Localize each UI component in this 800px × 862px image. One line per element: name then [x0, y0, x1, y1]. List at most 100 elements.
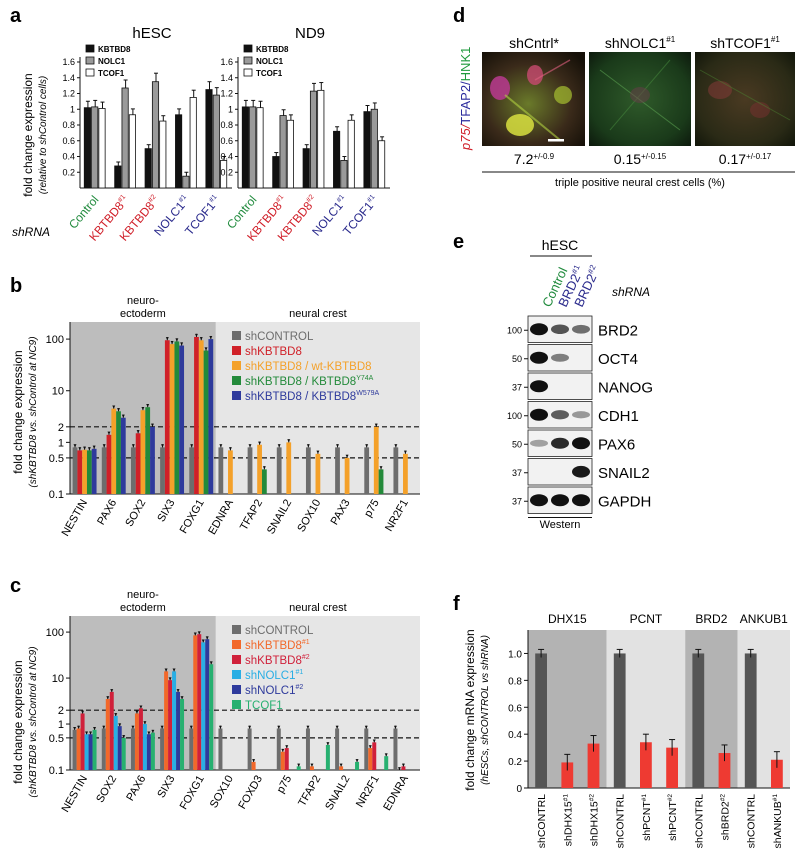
f-xlabel: shCONTRL	[536, 794, 548, 848]
a-bar	[159, 120, 167, 189]
errcap	[384, 753, 388, 757]
panel-e-header: hESC	[542, 237, 579, 253]
bar	[209, 664, 214, 770]
f-xlabel: shPCNT#2	[667, 794, 679, 841]
group-label: ANKUB1	[740, 612, 788, 626]
a-bar	[175, 114, 183, 189]
ytick-label: 100	[46, 334, 64, 346]
ytick-label: 0.5	[49, 733, 64, 745]
bar	[276, 728, 281, 770]
errcap	[201, 639, 205, 643]
western-blots: 100 BRD2 50 OCT4 37 NANOG 100 CDH1 50 PAX6 37 SNAIL…	[507, 315, 653, 518]
a-bar	[114, 165, 122, 189]
ytick-label: 1	[58, 719, 64, 731]
region1-label: neuro-	[127, 589, 159, 601]
f-bar	[744, 653, 757, 788]
a-bar	[333, 130, 341, 189]
bar	[88, 734, 93, 770]
gene-label: NESTIN	[60, 497, 91, 538]
bar	[372, 742, 377, 770]
bar	[401, 766, 406, 770]
errcap	[372, 739, 376, 743]
panel-f: f fold change mRNA expression (hESCs, sh…	[453, 593, 790, 849]
f-bar	[771, 759, 783, 788]
bar	[109, 691, 114, 770]
a-bar	[340, 160, 348, 189]
errcap	[170, 340, 174, 344]
errcap	[306, 725, 310, 729]
bar	[203, 350, 209, 494]
f-xlabel: shDHX15#2	[589, 794, 601, 847]
a-bar	[212, 94, 220, 189]
errcap	[117, 408, 121, 412]
errcap	[199, 337, 203, 341]
errcap	[287, 439, 291, 443]
errcap	[92, 445, 96, 449]
legend-swatch	[232, 346, 241, 355]
errcap	[168, 677, 172, 681]
protein-label: PAX6	[598, 436, 635, 453]
legend-label: shKBTBD8#2	[245, 654, 310, 667]
gene-label: NESTIN	[60, 773, 91, 814]
errcap	[368, 745, 372, 749]
a-legend-label: NOLC1	[98, 57, 126, 66]
protein-label: NANOG	[598, 379, 653, 396]
f-xlabel: shANKUB#1	[772, 794, 784, 849]
bar	[121, 737, 126, 770]
a-bar	[249, 106, 257, 189]
bar	[315, 453, 321, 494]
f-xlabel: shCONTRL	[746, 794, 758, 848]
legend-swatch	[232, 361, 241, 370]
bar	[164, 671, 169, 770]
panel-f-ylabel2: (hESCs, shCONTROL vs shRNA)	[480, 635, 491, 785]
bar	[72, 447, 78, 494]
errcap	[204, 347, 208, 351]
errcap	[164, 668, 168, 672]
legend-label: shKBTBD8	[245, 346, 302, 358]
bar	[179, 345, 185, 494]
bar	[180, 699, 185, 770]
panel-d-label-p75: p75/	[458, 123, 473, 151]
ytick-label: 2	[58, 705, 64, 717]
errcap	[189, 725, 193, 729]
bar	[111, 408, 117, 494]
panel-b-ylabel2: (shKBTBD8 vs. shControl at NC9)	[28, 336, 39, 487]
panel-f-ylabel: fold change mRNA expression	[463, 629, 477, 790]
errcap	[401, 763, 405, 767]
bar	[378, 469, 384, 494]
errcap	[277, 725, 281, 729]
gene-label: SIX3	[155, 774, 177, 801]
a-ytick-label: 0.4	[62, 152, 75, 162]
legend-swatch	[232, 670, 241, 679]
bar	[84, 734, 89, 770]
errcap	[281, 748, 285, 752]
a-legend-label: TCOF1	[98, 69, 125, 78]
blot-band	[551, 353, 569, 362]
bar	[176, 691, 181, 770]
a-bar	[286, 119, 294, 189]
bar	[140, 410, 146, 494]
bar	[198, 340, 204, 494]
region2-label: neural crest	[289, 308, 346, 320]
bar	[92, 729, 97, 770]
panel-a-title-left: hESC	[132, 25, 171, 42]
f-bar	[535, 653, 547, 788]
errcap	[394, 444, 398, 448]
bar	[160, 728, 165, 770]
bar	[86, 450, 92, 494]
bar	[145, 407, 151, 494]
errcap	[131, 444, 135, 448]
a-bar	[363, 111, 371, 189]
ytick-label: 100	[46, 627, 64, 639]
errcap	[252, 759, 256, 763]
gene-label: SOX10	[208, 774, 236, 811]
a-legend-label: TCOF1	[256, 69, 283, 78]
errcap	[118, 723, 122, 727]
gene-label: PAX6	[95, 498, 119, 528]
errcap	[228, 447, 232, 451]
blot-band	[530, 351, 548, 364]
blot-band	[530, 323, 548, 336]
panel-d-label-tfap2: TFAP2/	[458, 81, 473, 125]
a-legend-swatch	[85, 68, 95, 77]
errcap	[379, 466, 383, 470]
